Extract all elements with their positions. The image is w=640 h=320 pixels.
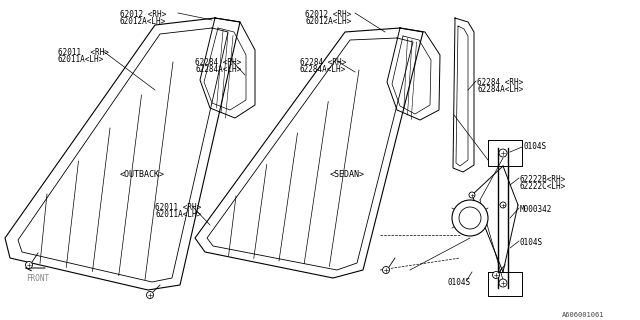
Text: 62284 <RH>: 62284 <RH> (477, 78, 524, 87)
Text: FRONT: FRONT (26, 274, 49, 283)
Text: 62012A<LH>: 62012A<LH> (120, 17, 166, 26)
Text: 62284 <RH>: 62284 <RH> (300, 58, 346, 67)
Text: A606001061: A606001061 (562, 312, 605, 318)
Text: 0104S: 0104S (520, 238, 543, 247)
Text: 0104S: 0104S (448, 278, 471, 287)
Text: 62011A<LH>: 62011A<LH> (155, 210, 201, 219)
Circle shape (383, 267, 390, 274)
Circle shape (469, 192, 475, 198)
Circle shape (499, 149, 507, 157)
Text: 62011  <RH>: 62011 <RH> (58, 48, 109, 57)
Circle shape (493, 271, 499, 278)
Text: <SEDAN>: <SEDAN> (330, 170, 365, 179)
Circle shape (500, 202, 506, 208)
Text: 62012A<LH>: 62012A<LH> (305, 17, 351, 26)
Text: 62012 <RH>: 62012 <RH> (305, 10, 351, 19)
Text: M000342: M000342 (520, 205, 552, 214)
Circle shape (452, 200, 488, 236)
Circle shape (499, 279, 507, 287)
Text: 62284 <RH>: 62284 <RH> (195, 58, 241, 67)
Text: 62011 <RH>: 62011 <RH> (155, 203, 201, 212)
Text: 62012 <RH>: 62012 <RH> (120, 10, 166, 19)
Text: 62284A<LH>: 62284A<LH> (195, 65, 241, 74)
Text: 62011A<LH>: 62011A<LH> (58, 55, 104, 64)
Text: 62284A<LH>: 62284A<LH> (477, 85, 524, 94)
Circle shape (26, 261, 33, 268)
Circle shape (459, 207, 481, 229)
Text: 62284A<LH>: 62284A<LH> (300, 65, 346, 74)
Circle shape (147, 292, 154, 299)
Text: 0104S: 0104S (523, 142, 546, 151)
Text: <OUTBACK>: <OUTBACK> (120, 170, 165, 179)
Text: 62222C<LH>: 62222C<LH> (520, 182, 566, 191)
Text: 62222B<RH>: 62222B<RH> (520, 175, 566, 184)
